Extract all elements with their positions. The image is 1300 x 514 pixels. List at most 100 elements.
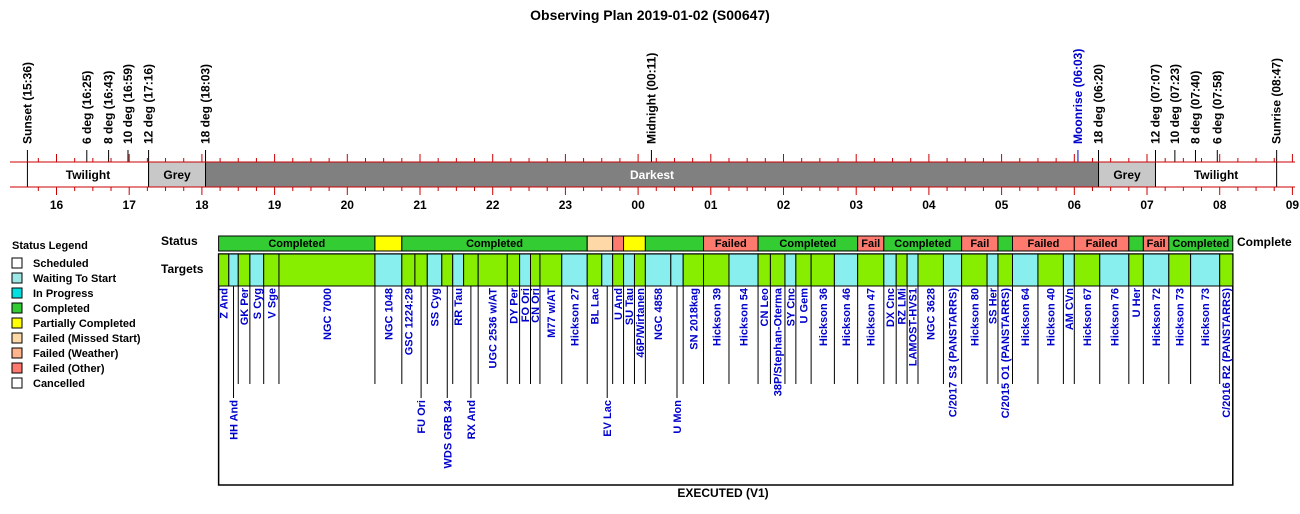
chart-title: Observing Plan 2019-01-02 (S00647) bbox=[530, 7, 770, 23]
target-block bbox=[237, 253, 251, 287]
hour-tick-label: 23 bbox=[559, 198, 573, 212]
target-block bbox=[1190, 253, 1221, 287]
sky-band-label: Twilight bbox=[66, 168, 110, 182]
target-label: HH And bbox=[229, 400, 241, 440]
event-label: 8 deg (07:40) bbox=[1188, 71, 1202, 144]
target-label: NGC 4858 bbox=[653, 288, 665, 340]
target-block bbox=[917, 253, 944, 287]
target-block bbox=[539, 253, 563, 287]
target-block bbox=[414, 253, 428, 287]
target-label: FU Ori bbox=[416, 400, 428, 434]
target-label: Hickson 73 bbox=[1175, 288, 1187, 346]
legend-swatch bbox=[11, 317, 23, 329]
status-row: Completed Completed Failed Completed Fail Com… bbox=[218, 235, 1234, 252]
target-block bbox=[623, 253, 635, 287]
target-block bbox=[644, 253, 672, 287]
hour-tick-label: 17 bbox=[123, 198, 137, 212]
sky-band-label: Twilight bbox=[1194, 168, 1238, 182]
target-label: 46P/Wirtanen bbox=[635, 288, 647, 358]
hour-tick-label: 02 bbox=[777, 198, 791, 212]
target-label: SU Tau bbox=[624, 288, 636, 325]
target-block bbox=[1168, 253, 1192, 287]
status-segment-label: Completed bbox=[894, 238, 951, 250]
target-block bbox=[401, 253, 416, 287]
legend-label: Scheduled bbox=[33, 258, 89, 270]
legend-swatch bbox=[11, 272, 23, 284]
event-label: 6 deg (07:58) bbox=[1210, 71, 1224, 144]
target-label: RR Tau bbox=[453, 288, 465, 326]
hour-tick-label: 07 bbox=[1140, 198, 1154, 212]
legend-swatch bbox=[11, 332, 23, 344]
target-block bbox=[703, 253, 730, 287]
targets-row: Z And HH And GK Per S Cyg V Sge NGC 7000 NGC 1… bbox=[217, 253, 1234, 486]
event-label: Sunset (15:36) bbox=[20, 62, 34, 144]
hour-tick-label: 09 bbox=[1286, 198, 1300, 212]
legend-label: In Progress bbox=[33, 288, 94, 300]
target-block bbox=[218, 253, 230, 287]
status-segment-label: Completed bbox=[779, 238, 836, 250]
target-block bbox=[633, 253, 646, 287]
target-label: AM CVn bbox=[1064, 288, 1076, 330]
target-block bbox=[833, 253, 859, 287]
target-label: DY Per bbox=[508, 287, 520, 324]
legend-label: Waiting To Start bbox=[33, 273, 116, 285]
target-block bbox=[670, 253, 684, 287]
hour-tick-label: 08 bbox=[1213, 198, 1227, 212]
hour-tick-label: 22 bbox=[486, 198, 500, 212]
event-label: Sunrise (08:47) bbox=[1270, 58, 1284, 144]
target-label: DX Cnc bbox=[885, 288, 897, 327]
legend-swatch bbox=[11, 362, 23, 374]
target-block bbox=[895, 253, 908, 287]
target-block bbox=[769, 253, 786, 287]
status-segment-label: Fail bbox=[1147, 238, 1166, 250]
target-block bbox=[784, 253, 797, 287]
legend-title: Status Legend bbox=[12, 240, 88, 252]
target-block bbox=[942, 253, 963, 287]
target-label: Hickson 72 bbox=[1151, 288, 1163, 346]
status-segment-label: Fail bbox=[861, 238, 880, 250]
status-segment bbox=[997, 235, 1014, 252]
target-block bbox=[519, 253, 532, 287]
legend-label: Failed (Other) bbox=[33, 363, 105, 375]
legend-swatch bbox=[11, 302, 23, 314]
target-block bbox=[883, 253, 897, 287]
status-segment-label: Fail bbox=[970, 238, 989, 250]
hour-tick-label: 01 bbox=[704, 198, 718, 212]
hour-tick-label: 04 bbox=[922, 198, 936, 212]
hour-tick-label: 06 bbox=[1068, 198, 1082, 212]
target-label: Hickson 73 bbox=[1200, 288, 1212, 346]
event-label: 12 deg (17:16) bbox=[142, 64, 156, 144]
target-block bbox=[477, 253, 508, 287]
target-label: C/2015 O1 (PANSTARRS) bbox=[1000, 288, 1012, 419]
hour-tick-label: 21 bbox=[413, 198, 427, 212]
target-block bbox=[1142, 253, 1170, 287]
legend-label: Partially Completed bbox=[33, 318, 136, 330]
legend-label: Failed (Weather) bbox=[33, 348, 119, 360]
event-label: 10 deg (16:59) bbox=[121, 64, 135, 144]
target-block bbox=[1073, 253, 1101, 287]
target-block bbox=[906, 253, 919, 287]
status-segment bbox=[612, 235, 625, 252]
target-label: RZ LMi bbox=[897, 288, 909, 325]
target-label: Hickson 80 bbox=[969, 288, 981, 346]
target-label: U Her bbox=[1131, 287, 1143, 317]
target-block bbox=[728, 253, 759, 287]
target-label: Hickson 64 bbox=[1020, 287, 1032, 346]
target-block bbox=[682, 253, 705, 287]
target-label: SN 2018kag bbox=[688, 288, 700, 350]
event-label: 18 deg (18:03) bbox=[199, 64, 213, 144]
target-label: Hickson 47 bbox=[866, 288, 878, 346]
target-block bbox=[586, 253, 603, 287]
target-label: RX And bbox=[466, 400, 478, 439]
status-segment bbox=[644, 235, 705, 252]
hour-tick-label: 20 bbox=[341, 198, 355, 212]
target-label: SS Cyg bbox=[430, 288, 442, 327]
target-block bbox=[452, 253, 465, 287]
status-segment bbox=[1168, 235, 1234, 252]
hour-tick-label: 03 bbox=[850, 198, 864, 212]
target-block bbox=[1099, 253, 1130, 287]
status-segment bbox=[586, 235, 614, 252]
event-label: Moonrise (06:03) bbox=[1071, 49, 1085, 144]
legend-swatch bbox=[11, 257, 23, 269]
